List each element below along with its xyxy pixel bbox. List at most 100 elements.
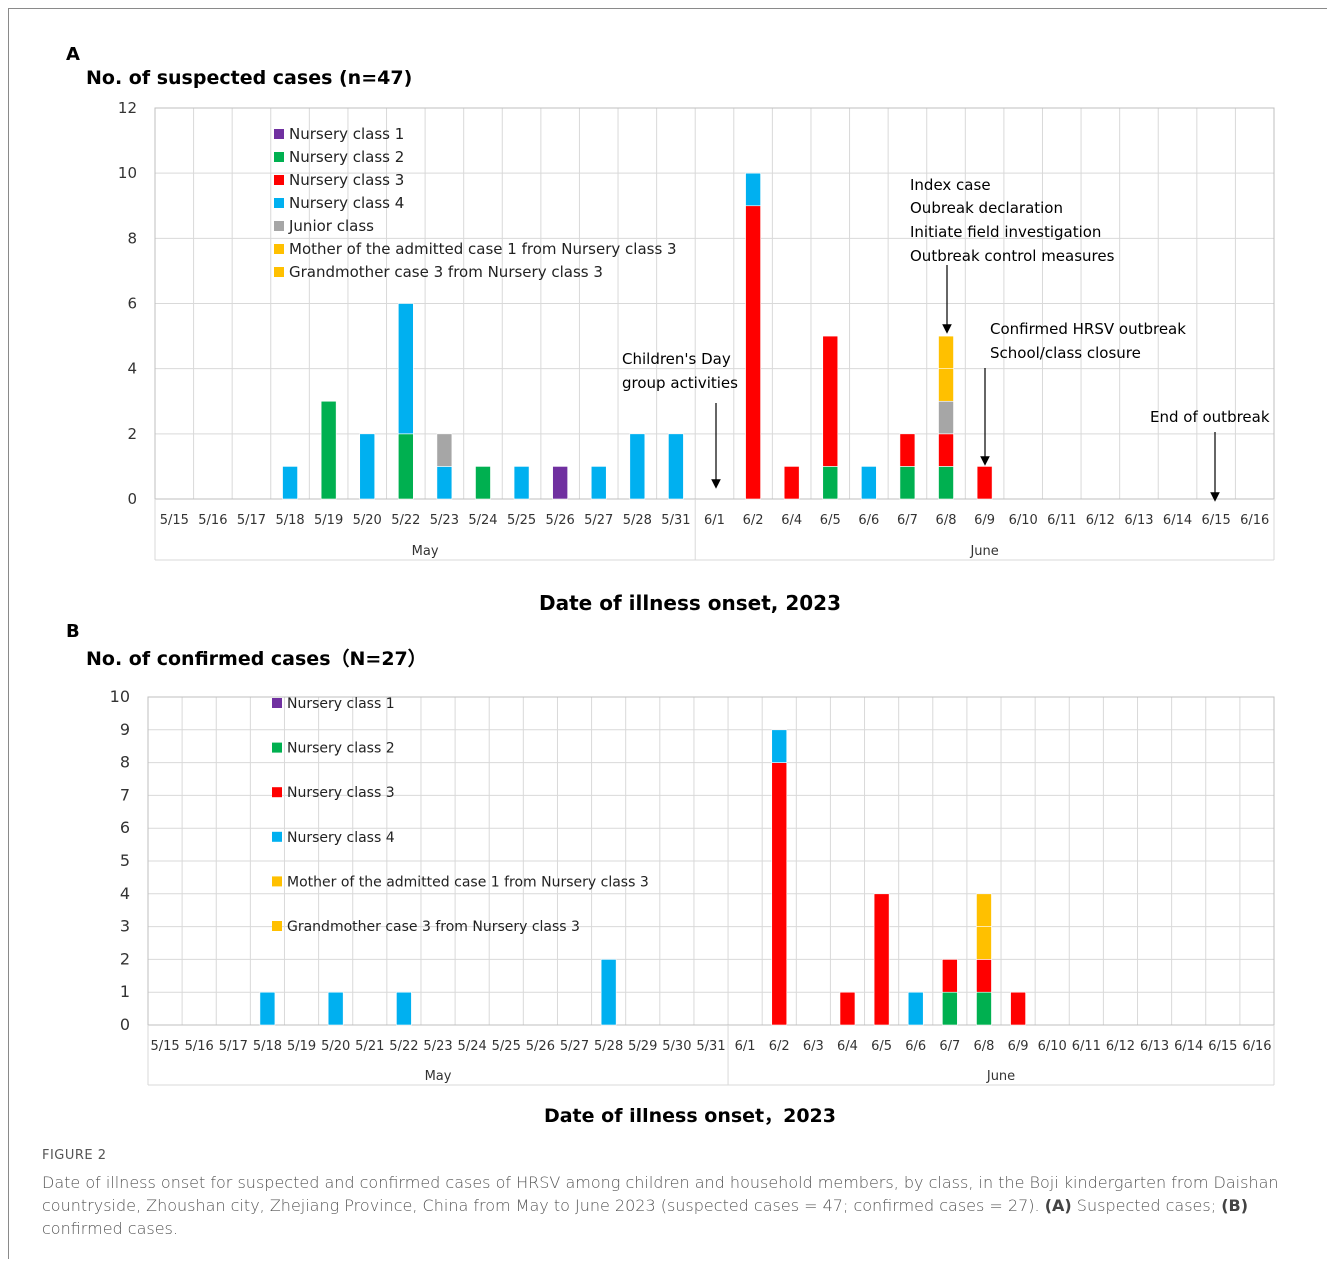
bar-segment: [771, 729, 788, 763]
x-tick-label: 6/12: [1106, 1039, 1135, 1054]
bar-segment: [259, 991, 276, 1026]
bar-segment: [745, 172, 761, 207]
legend-label: Nursery class 3: [287, 785, 395, 801]
group-label: June: [969, 544, 998, 559]
x-tick-label: 5/25: [492, 1039, 521, 1054]
legend-label: Nursery class 2: [287, 741, 395, 757]
bar-segment: [938, 433, 954, 467]
x-tick-label: 5/28: [623, 513, 652, 528]
bar-segment: [513, 466, 530, 500]
bar-segment: [899, 433, 916, 467]
x-tick-label: 5/29: [628, 1039, 657, 1054]
x-tick-label: 5/16: [198, 513, 227, 528]
x-tick-label: 6/14: [1163, 513, 1192, 528]
x-tick-label: 6/6: [858, 513, 879, 528]
x-tick-label: 5/23: [423, 1039, 452, 1054]
x-tick-label: 5/15: [150, 1039, 179, 1054]
bar-segment: [590, 466, 607, 500]
bar-segment: [771, 762, 788, 1026]
bar-segment: [745, 205, 761, 500]
x-axis-title: Date of illness onset，2023: [544, 1105, 836, 1127]
annotation-text: Confirmed HRSV outbreak: [990, 320, 1186, 338]
x-tick-label: 6/4: [837, 1039, 858, 1054]
bar-segment: [938, 368, 954, 402]
y-tick-label: 2: [120, 949, 130, 968]
bar-segment: [629, 433, 646, 500]
x-tick-label: 5/26: [546, 513, 575, 528]
bar-segment: [938, 466, 954, 500]
legend-swatch: [274, 175, 284, 185]
y-tick-label: 8: [120, 753, 130, 772]
x-tick-label: 6/1: [735, 1039, 756, 1054]
annotation-text: Initiate field investigation: [910, 223, 1101, 241]
legend-label: Nursery class 3: [289, 171, 404, 189]
x-tick-label: 6/16: [1242, 1039, 1271, 1054]
x-tick-label: 5/31: [661, 513, 690, 528]
bar-segment: [436, 466, 453, 500]
x-tick-label: 6/16: [1240, 513, 1269, 528]
legend-swatch: [272, 698, 282, 708]
annotation-text: group activities: [622, 374, 738, 392]
bar-segment: [552, 466, 568, 500]
bar-segment: [873, 893, 890, 1026]
x-tick-label: 5/30: [662, 1039, 691, 1054]
caption-b-label: (B): [1221, 1196, 1249, 1215]
x-tick-label: 5/16: [185, 1039, 214, 1054]
x-tick-label: 6/10: [1009, 513, 1038, 528]
y-tick-label: 5: [120, 851, 130, 870]
y-tick-label: 3: [120, 917, 130, 936]
y-tick-label: 2: [127, 425, 137, 443]
x-tick-label: 6/14: [1174, 1039, 1203, 1054]
bar-segment: [436, 433, 453, 467]
bar-segment: [398, 303, 414, 435]
x-tick-label: 6/3: [803, 1039, 824, 1054]
bar-segment: [396, 991, 412, 1026]
group-label: June: [986, 1069, 1015, 1084]
bar-segment: [475, 466, 491, 500]
y-tick-label: 9: [120, 720, 130, 739]
legend-swatch: [274, 267, 284, 277]
x-tick-label: 5/26: [526, 1039, 555, 1054]
legend-label: Grandmother case 3 from Nursery class 3: [289, 263, 603, 281]
bar-segment: [942, 991, 958, 1026]
chart-title: No. of suspected cases (n=47): [86, 67, 412, 89]
y-tick-label: 4: [120, 884, 130, 903]
caption-a-text: Suspected cases;: [1071, 1196, 1222, 1215]
x-tick-label: 5/17: [237, 513, 266, 528]
bar-segment: [839, 991, 856, 1026]
legend-label: Nursery class 1: [289, 125, 404, 143]
bar-segment: [938, 335, 954, 369]
group-label: May: [425, 1069, 452, 1084]
y-tick-label: 0: [120, 1015, 130, 1034]
x-tick-label: 6/10: [1038, 1039, 1067, 1054]
x-tick-label: 5/28: [594, 1039, 623, 1054]
caption-text: Date of illness onset for suspected and …: [42, 1173, 1279, 1215]
y-tick-label: 10: [110, 687, 130, 706]
bar-segment: [976, 991, 992, 1026]
legend-label: Junior class: [288, 217, 374, 235]
x-tick-label: 6/11: [1072, 1039, 1101, 1054]
legend-label: Mother of the admitted case 1 from Nurse…: [287, 874, 649, 890]
bar-segment: [359, 433, 376, 500]
legend-label: Nursery class 1: [287, 696, 395, 712]
legend-swatch: [274, 244, 284, 254]
annotation-text: Oubreak declaration: [910, 199, 1063, 217]
legend-label: Nursery class 4: [287, 830, 395, 846]
x-tick-label: 6/7: [897, 513, 918, 528]
x-tick-label: 5/15: [160, 513, 189, 528]
annotation-text: Children's Day: [622, 350, 731, 368]
x-tick-label: 6/13: [1124, 513, 1153, 528]
annotation-text: Index case: [910, 176, 991, 194]
x-tick-label: 5/20: [353, 513, 382, 528]
bar-segment: [600, 959, 617, 1026]
bar-segment: [976, 959, 992, 993]
x-tick-label: 5/18: [253, 1039, 282, 1054]
x-tick-label: 6/5: [820, 513, 841, 528]
legend-swatch: [274, 152, 284, 162]
x-tick-label: 5/31: [696, 1039, 725, 1054]
annotation-text: Outbreak control measures: [910, 247, 1115, 265]
bar-segment: [822, 466, 839, 500]
figure-charts: ANo. of suspected cases (n=47)0246810125…: [66, 44, 1275, 1127]
bar-segment: [938, 400, 954, 435]
legend-label: Mother of the admitted case 1 from Nurse…: [289, 240, 677, 258]
